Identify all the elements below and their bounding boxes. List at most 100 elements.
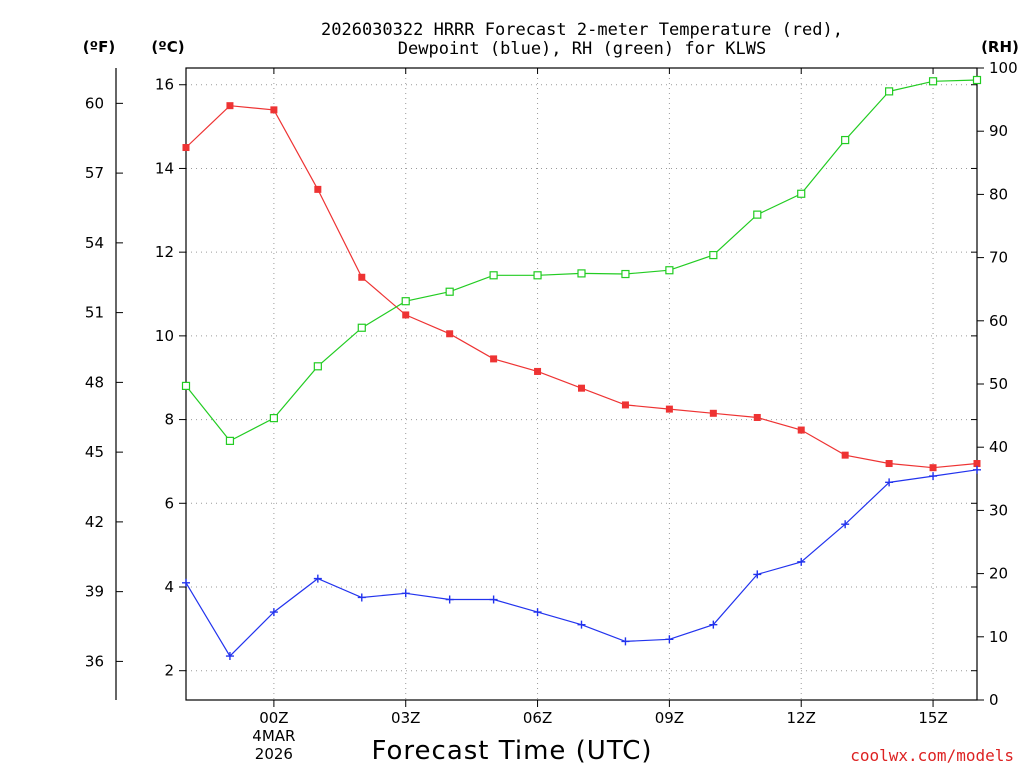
rh-tick-label-100: 100 — [989, 59, 1018, 77]
celsius-tick-label-2: 2 — [164, 662, 174, 680]
rh-point — [885, 87, 894, 96]
rh-point — [313, 362, 322, 371]
rh-tick-label-40: 40 — [989, 438, 1008, 456]
chart-title-line2: Dewpoint (blue), RH (green) for KLWS — [398, 39, 766, 59]
dewpoint-point — [841, 520, 850, 529]
x-tick-label-15Z: 15Z — [918, 709, 947, 727]
x-tick-label-12Z: 12Z — [787, 709, 816, 727]
chart-title-line1: 2026030322 HRRR Forecast 2-meter Tempera… — [321, 20, 843, 40]
rh-point — [401, 297, 410, 306]
celsius-tick-label-10: 10 — [155, 327, 174, 345]
temperature-point — [402, 311, 410, 319]
dewpoint-point — [313, 574, 322, 583]
dewpoint-point — [445, 595, 454, 604]
fahrenheit-tick-label-51: 51 — [85, 304, 104, 322]
celsius-unit-label: (ºC) — [151, 38, 184, 56]
rh-tick-label-0: 0 — [989, 691, 999, 709]
temperature-point — [797, 426, 805, 434]
axes: 2 4 6 8 10 12 14 16 36 39 42 45 48 51 54 57 60 0 10 20 30 40 5… — [85, 59, 1018, 763]
x-tick-label-09Z: 09Z — [655, 709, 684, 727]
dewpoint-point — [182, 578, 190, 587]
fahrenheit-tick-label-45: 45 — [85, 443, 104, 461]
rh-point — [665, 266, 674, 275]
dewpoint-point — [225, 652, 234, 661]
rh-point — [709, 250, 718, 260]
temperature-line — [185, 105, 978, 469]
temperature-point — [534, 367, 542, 375]
temperature-point — [929, 464, 937, 472]
temperature-point — [753, 413, 761, 421]
temperature-point — [973, 460, 981, 468]
dewpoint-point — [577, 620, 586, 629]
celsius-tick-label-4: 4 — [164, 578, 174, 596]
rh-tick-label-70: 70 — [989, 249, 1008, 267]
fahrenheit-tick-label-54: 54 — [85, 234, 104, 252]
temperature-point — [182, 144, 190, 152]
rh-point — [928, 77, 938, 86]
rh-point — [841, 135, 850, 145]
dewpoint-point — [973, 465, 981, 474]
dewpoint-point — [709, 620, 718, 629]
dewpoint-point — [489, 595, 498, 604]
celsius-tick-label-6: 6 — [164, 494, 174, 512]
rh-point — [225, 436, 235, 445]
temperature-point — [490, 355, 498, 363]
rh-point — [357, 323, 366, 332]
temperature-point — [270, 106, 278, 114]
celsius-tick-label-12: 12 — [155, 243, 174, 261]
dewpoint-point — [269, 608, 278, 617]
rh-tick-label-10: 10 — [989, 628, 1008, 646]
dewpoint-point — [753, 570, 762, 579]
dewpoint-point — [929, 472, 938, 481]
fahrenheit-tick-label-60: 60 — [85, 94, 104, 112]
rh-tick-label-20: 20 — [989, 565, 1008, 583]
rh-tick-label-60: 60 — [989, 312, 1008, 330]
temperature-point — [446, 330, 454, 338]
fahrenheit-unit-label: (ºF) — [83, 38, 115, 56]
temperature-point — [358, 273, 366, 281]
temperature-point — [314, 185, 322, 193]
rh-point — [753, 210, 762, 219]
rh-point — [445, 287, 454, 296]
fahrenheit-tick-label-39: 39 — [85, 583, 104, 601]
rh-point — [533, 271, 542, 280]
fahrenheit-tick-label-57: 57 — [85, 164, 104, 182]
temperature-point — [226, 102, 234, 110]
x-tick-label-06Z: 06Z — [523, 709, 552, 727]
celsius-tick-label-16: 16 — [155, 76, 174, 94]
dewpoint-point — [533, 608, 542, 617]
temperature-point — [665, 405, 673, 413]
dewpoint-point — [885, 478, 894, 487]
x-tick-year: 2026 — [255, 745, 293, 763]
temperature-point — [885, 460, 893, 468]
x-tick-date: 4MAR — [252, 727, 295, 745]
temperature-point — [709, 409, 717, 417]
data-series — [181, 75, 982, 661]
rh-point — [797, 189, 806, 198]
plot-frame — [185, 67, 978, 701]
rh-tick-label-90: 90 — [989, 122, 1008, 140]
rh-point — [577, 269, 586, 278]
rh-tick-label-30: 30 — [989, 501, 1008, 519]
celsius-tick-label-14: 14 — [155, 159, 174, 177]
dewpoint-point — [401, 589, 410, 598]
celsius-tick-label-8: 8 — [164, 411, 174, 429]
fahrenheit-tick-label-42: 42 — [85, 513, 104, 531]
dewpoint-point — [797, 557, 806, 566]
rh-point — [972, 75, 982, 85]
dewpoint-point — [357, 593, 366, 602]
temperature-point — [621, 401, 629, 409]
rh-point — [181, 381, 191, 390]
x-axis-label: Forecast Time (UTC) — [371, 736, 652, 766]
fahrenheit-tick-label-36: 36 — [85, 652, 104, 670]
rh-tick-label-50: 50 — [989, 375, 1008, 393]
temperature-point — [841, 451, 849, 459]
x-tick-label-03Z: 03Z — [391, 709, 420, 727]
dewpoint-point — [665, 635, 674, 644]
rh-point — [489, 271, 498, 280]
rh-point — [621, 269, 630, 279]
rh-unit-label: (RH) — [981, 38, 1019, 56]
fahrenheit-tick-label-48: 48 — [85, 373, 104, 391]
dewpoint-point — [621, 637, 630, 646]
